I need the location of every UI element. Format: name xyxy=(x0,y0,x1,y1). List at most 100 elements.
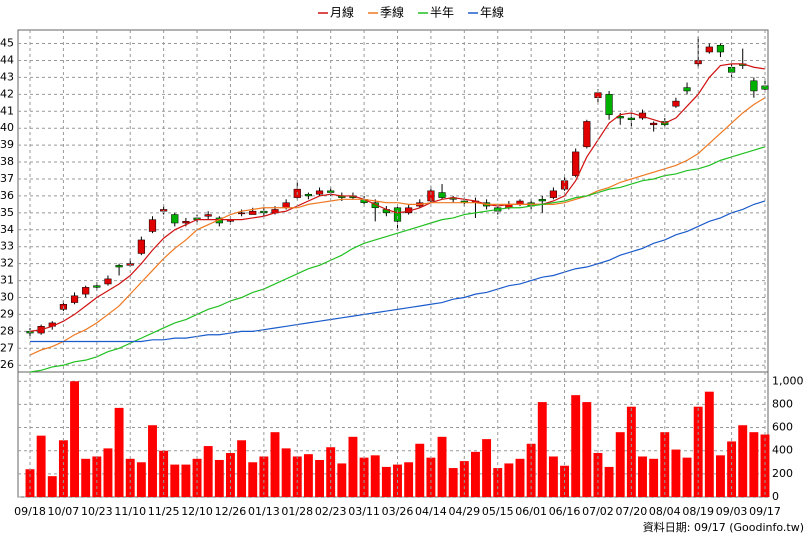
candle-body xyxy=(304,193,312,197)
x-tick-label: 08/19 xyxy=(682,505,714,518)
legend-label: 半年 xyxy=(430,6,454,20)
y-tick-label: 44 xyxy=(0,53,14,66)
candle-body xyxy=(104,278,112,285)
candle-body xyxy=(683,87,691,92)
y-tick-label: 400 xyxy=(772,444,793,457)
x-tick-label: 10/07 xyxy=(48,505,80,518)
candle-body xyxy=(716,44,725,53)
candle-body xyxy=(705,46,713,53)
y-tick-label: 200 xyxy=(772,467,793,480)
y-tick-label: 39 xyxy=(0,138,14,151)
candle-body xyxy=(572,151,580,176)
candle-body xyxy=(93,285,101,288)
candle-body xyxy=(650,122,658,126)
volume-bar xyxy=(548,456,558,497)
volume-bar xyxy=(448,468,458,497)
volume-bar xyxy=(348,436,358,497)
candle-body xyxy=(137,239,145,254)
volume-bar xyxy=(103,448,113,497)
volume-bar xyxy=(47,476,57,497)
volume-bar xyxy=(426,457,436,497)
x-tick-label: 06/01 xyxy=(515,505,547,518)
y-tick-label: 800 xyxy=(772,397,793,410)
y-tick-label: 26 xyxy=(0,358,14,371)
volume-bar xyxy=(504,463,514,497)
volume-bar xyxy=(192,458,202,497)
candle-body xyxy=(672,100,680,107)
x-tick-label: 01/28 xyxy=(281,505,313,518)
volume-bar xyxy=(760,434,770,497)
y-tick-label: 42 xyxy=(0,87,14,100)
x-tick-label: 02/23 xyxy=(315,505,347,518)
footer: 資料日期: 09/17 (Goodinfo.tw) xyxy=(643,520,804,534)
x-tick-label: 06/16 xyxy=(549,505,581,518)
y-tick-label: 38 xyxy=(0,155,14,168)
volume-bar xyxy=(638,456,647,497)
volume-bar xyxy=(303,454,313,497)
volume-bar xyxy=(159,450,169,497)
volume-bar xyxy=(738,425,748,497)
candle-body xyxy=(249,210,257,215)
volume-bar xyxy=(582,402,592,497)
x-tick-label: 05/15 xyxy=(482,505,514,518)
x-tick-label: 04/29 xyxy=(448,505,480,518)
candle-body xyxy=(605,94,613,115)
y-tick-label: 0 xyxy=(772,490,779,503)
candle-body xyxy=(549,190,557,198)
volume-bar xyxy=(125,458,135,497)
candle-body xyxy=(171,214,179,224)
y-tick-label: 32 xyxy=(0,257,14,270)
x-tick-label: 07/20 xyxy=(616,505,648,518)
volume-bar xyxy=(571,395,581,497)
candle-body xyxy=(393,207,402,222)
volume-bar xyxy=(36,435,46,497)
x-tick-label: 09/03 xyxy=(716,505,748,518)
y-tick-label: 29 xyxy=(0,307,14,320)
x-tick-label: 12/10 xyxy=(181,505,213,518)
candle-body xyxy=(583,121,591,148)
y-tick-label: 30 xyxy=(0,291,14,304)
volume-bar xyxy=(114,407,124,497)
x-tick-label: 10/23 xyxy=(81,505,113,518)
volume-bar xyxy=(148,425,157,497)
x-tick-label: 07/02 xyxy=(582,505,614,518)
volume-bar xyxy=(214,459,224,497)
volume-bar xyxy=(537,402,547,497)
moving-average-line xyxy=(30,200,766,343)
candle-body xyxy=(215,217,223,224)
volume-bar xyxy=(136,462,146,497)
x-tick-label: 12/26 xyxy=(215,505,247,518)
y-tick-label: 35 xyxy=(0,206,14,219)
x-tick-label: 11/25 xyxy=(148,505,180,518)
x-tick-label: 03/11 xyxy=(348,505,380,518)
volume-bar xyxy=(25,469,35,497)
volume-bar xyxy=(315,459,324,497)
volume-bar xyxy=(437,436,447,497)
legend-label: 月線 xyxy=(330,5,354,20)
y-tick-label: 34 xyxy=(0,223,14,236)
volume-bar xyxy=(203,446,213,497)
volume-bar xyxy=(471,451,480,497)
volume-bar xyxy=(281,448,291,497)
volume-bar xyxy=(181,464,191,497)
x-tick-label: 09/17 xyxy=(749,505,781,518)
volume-bar xyxy=(671,449,681,497)
volume-bar xyxy=(482,439,492,497)
volume-bar xyxy=(70,381,79,497)
y-tick-label: 600 xyxy=(772,421,793,434)
x-tick-label: 09/18 xyxy=(14,505,46,518)
volume-bar xyxy=(359,457,369,497)
candle-body xyxy=(238,212,246,215)
legend-label: 年線 xyxy=(480,5,504,20)
volume-bar xyxy=(415,443,425,497)
y-tick-label: 31 xyxy=(0,274,14,287)
y-tick-label: 33 xyxy=(0,240,14,253)
volume-bar xyxy=(370,455,380,497)
volume-bar xyxy=(404,462,414,497)
candle-body xyxy=(371,202,379,209)
y-tick-label: 41 xyxy=(0,104,14,117)
x-tick-label: 08/04 xyxy=(649,505,681,518)
candle-body xyxy=(70,295,79,303)
y-tick-label: 27 xyxy=(0,341,14,354)
